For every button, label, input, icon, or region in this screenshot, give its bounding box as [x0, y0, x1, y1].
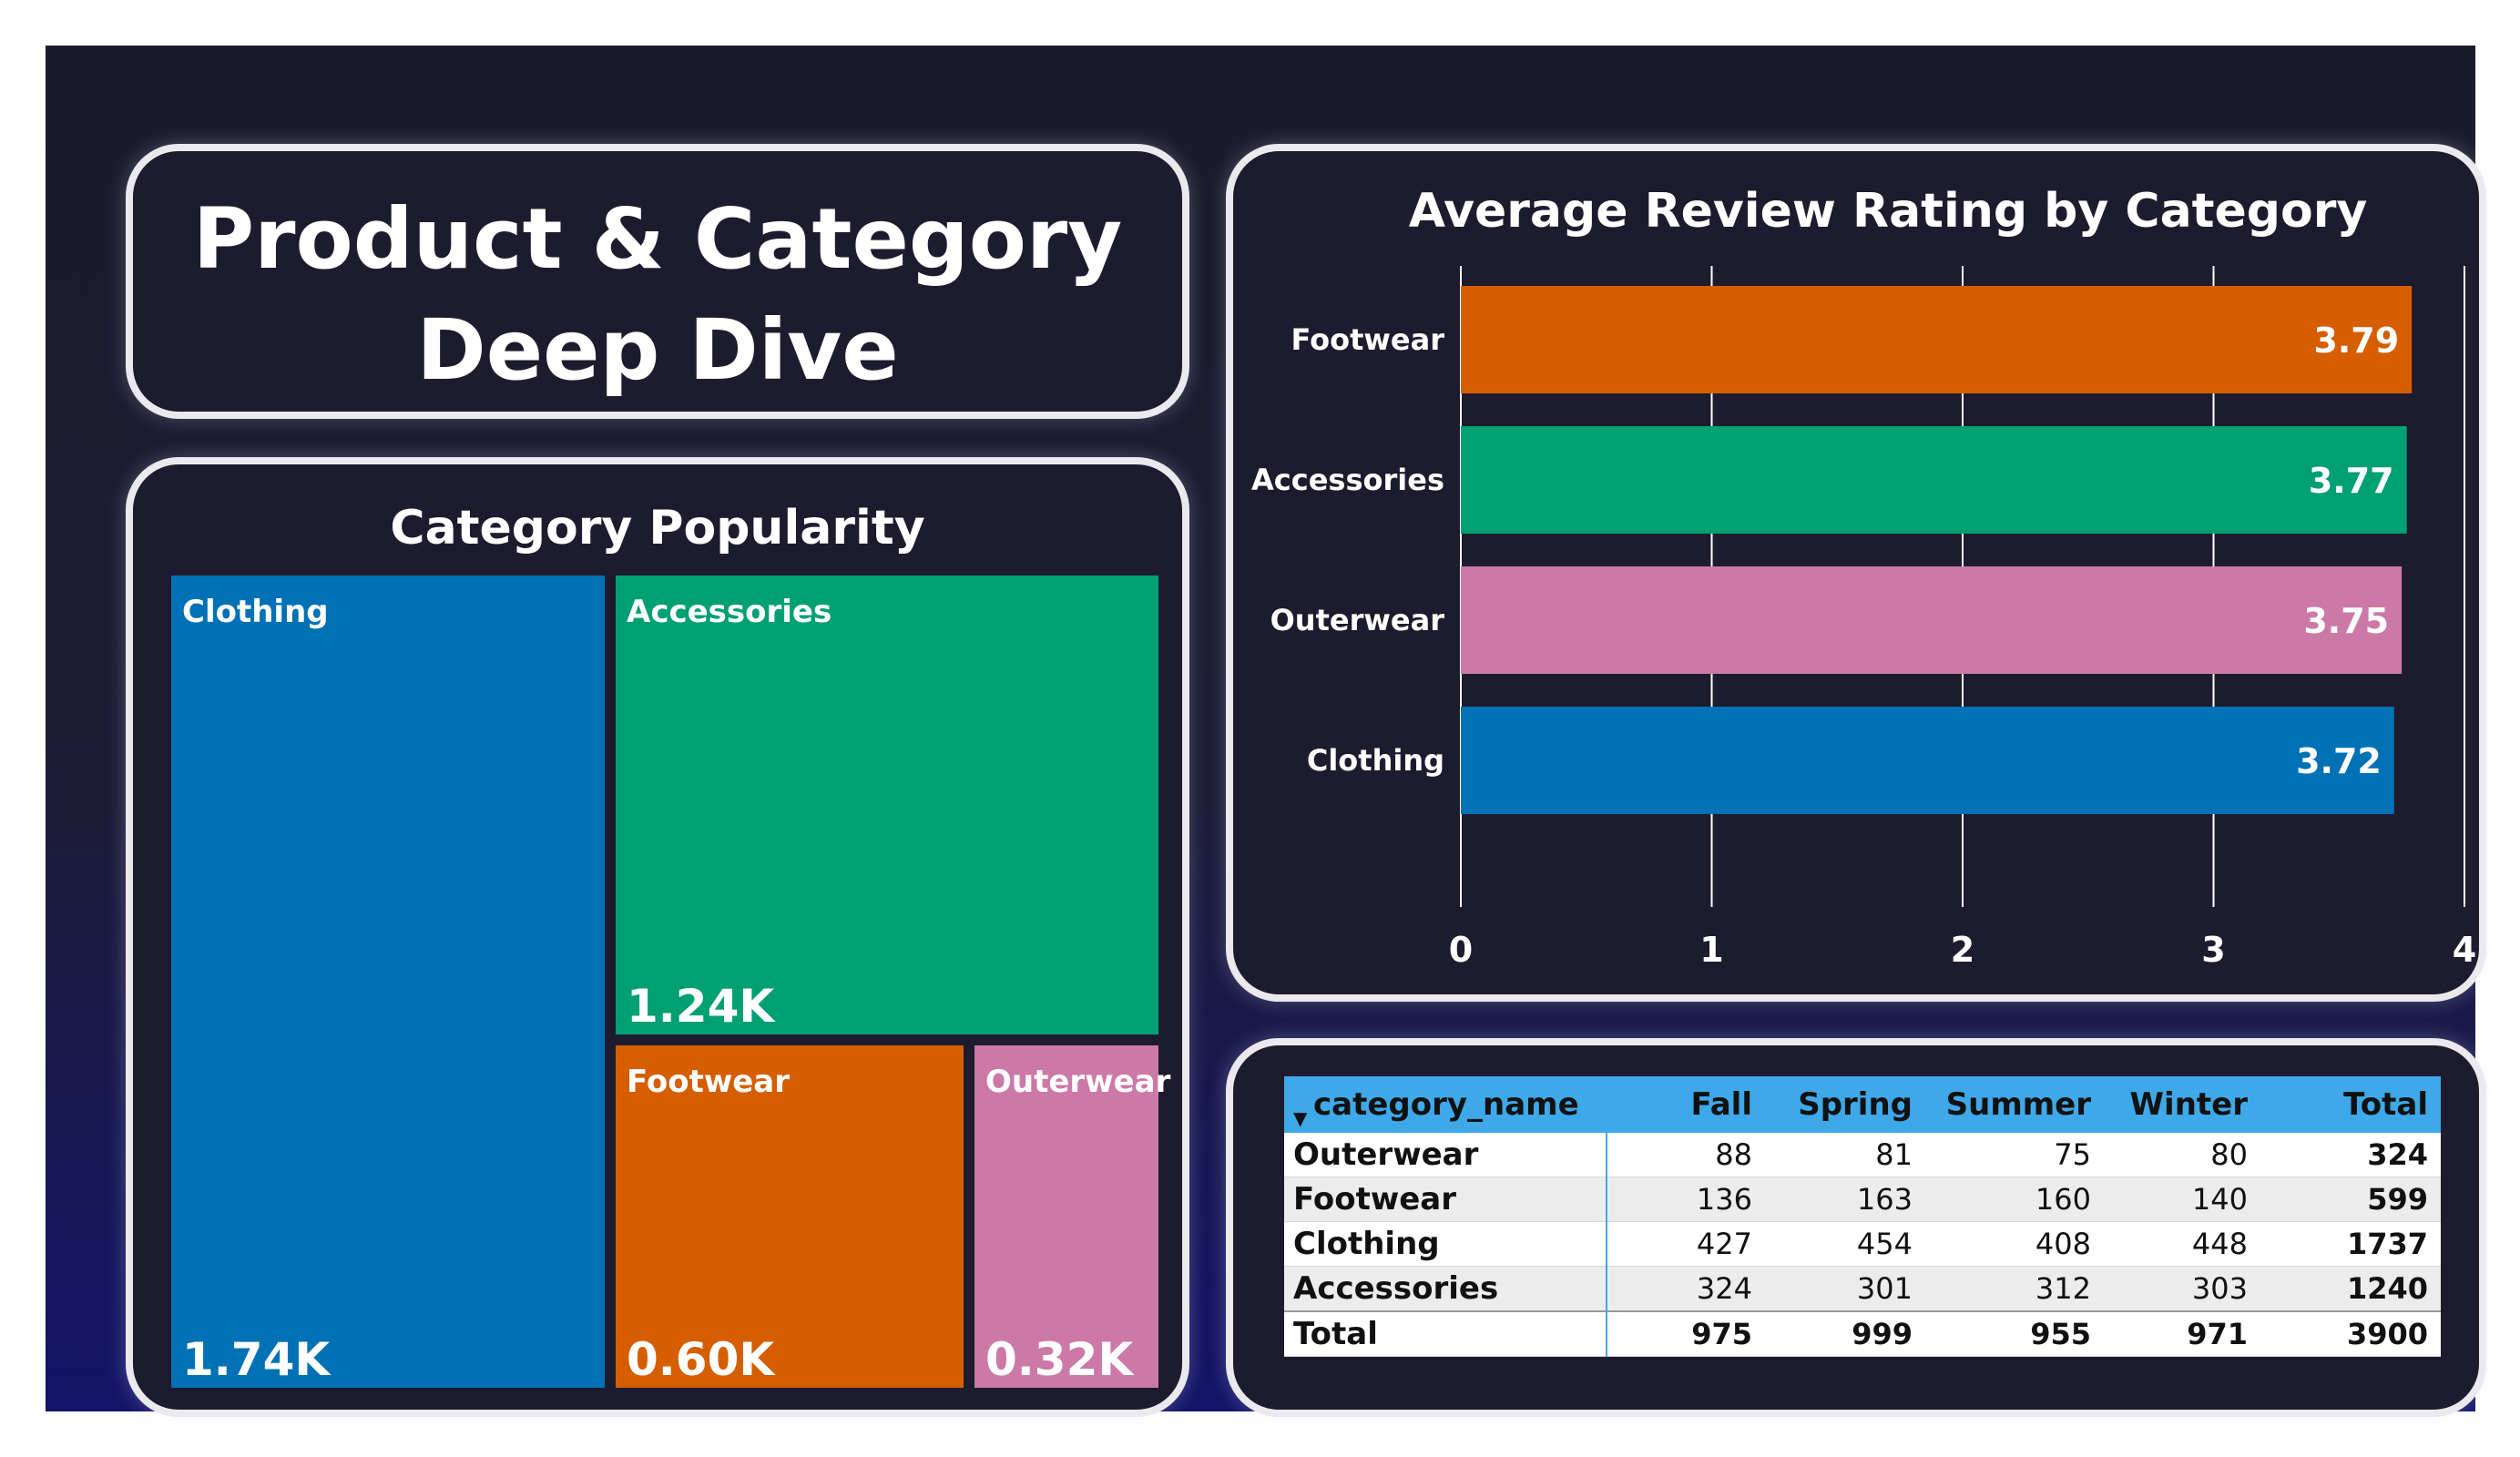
table-row: Accessories 324 301 312 303 1240 — [1284, 1266, 2441, 1312]
title-card: Product & Category Deep Dive — [126, 144, 1189, 419]
row-label: Footwear — [1284, 1177, 1607, 1222]
table-cell: 454 — [1765, 1221, 1925, 1267]
row-label: Accessories — [1284, 1266, 1607, 1312]
treemap-cell-clothing[interactable]: Clothing 1.74K — [171, 576, 605, 1388]
column-header-total[interactable]: Total — [2260, 1076, 2441, 1133]
row-total-cell: 324 — [2260, 1133, 2441, 1177]
row-label: Total — [1284, 1310, 1607, 1357]
treemap-cell-footwear[interactable]: Footwear 0.60K — [616, 1045, 964, 1388]
table-cell: 140 — [2104, 1177, 2260, 1222]
treemap-label-clothing: Clothing — [182, 594, 329, 630]
y-category-label: Clothing — [1307, 743, 1444, 778]
table-cell: 75 — [1925, 1133, 2104, 1177]
treemap-card: Category Popularity Clothing 1.74K Acces… — [126, 457, 1189, 1417]
x-tick-label: 4 — [2453, 930, 2476, 970]
column-header-summer[interactable]: Summer — [1925, 1076, 2104, 1133]
bar-data-label: 3.75 — [2303, 601, 2389, 641]
treemap-cell-accessories[interactable]: Accessories 1.24K — [616, 576, 1158, 1034]
y-category-label: Footwear — [1291, 322, 1445, 357]
bar-clothing[interactable] — [1461, 707, 2394, 814]
treemap-value-outerwear: 0.32K — [985, 1333, 1134, 1386]
table-row: Clothing 427 454 408 448 1737 — [1284, 1221, 2441, 1267]
y-category-label: Outerwear — [1270, 603, 1445, 637]
column-header-spring[interactable]: Spring — [1765, 1076, 1925, 1133]
x-tick-label: 1 — [1699, 930, 1723, 970]
table-cell: 427 — [1607, 1221, 1765, 1267]
table-cell: 971 — [2104, 1310, 2260, 1357]
rating-bar-chart: 0 1 2 3 4 Footwear 3.79 Accessories 3.77 Outerwea… — [1251, 266, 2476, 970]
column-header-category[interactable]: category_name ▼ — [1284, 1076, 1607, 1133]
sort-descending-icon[interactable]: ▼ — [1293, 1107, 1308, 1129]
season-matrix-table: category_name ▼ Fall Spring Summer Winte… — [1284, 1076, 2441, 1357]
bar-outerwear[interactable] — [1461, 566, 2403, 674]
table-cell: 303 — [2104, 1266, 2260, 1312]
bar-footwear[interactable] — [1461, 286, 2413, 393]
row-label: Outerwear — [1284, 1133, 1607, 1177]
bar-data-label: 3.79 — [2313, 321, 2399, 361]
treemap-label-accessories: Accessories — [627, 594, 832, 630]
bar-data-label: 3.72 — [2296, 741, 2382, 781]
table-cell: 160 — [1925, 1177, 2104, 1222]
rating-chart-card: Average Review Rating by Category 0 1 2 3 4 F… — [1226, 144, 2486, 1002]
season-table-card: category_name ▼ Fall Spring Summer Winte… — [1226, 1038, 2486, 1417]
y-category-label: Accessories — [1251, 463, 1444, 497]
table-cell: 88 — [1607, 1133, 1765, 1177]
table-cell: 312 — [1925, 1266, 2104, 1312]
treemap-value-accessories: 1.24K — [627, 980, 775, 1033]
x-tick-label: 2 — [1951, 930, 1974, 970]
column-header-label: category_name — [1313, 1086, 1579, 1123]
grand-total-cell: 3900 — [2260, 1310, 2441, 1357]
table-cell: 408 — [1925, 1221, 2104, 1267]
table-cell: 81 — [1765, 1133, 1925, 1177]
table-header-row: category_name ▼ Fall Spring Summer Winte… — [1284, 1076, 2441, 1133]
table-cell: 999 — [1765, 1310, 1925, 1357]
x-tick-label: 0 — [1449, 930, 1473, 970]
table-cell: 163 — [1765, 1177, 1925, 1222]
column-header-winter[interactable]: Winter — [2104, 1076, 2260, 1133]
x-tick-label: 3 — [2201, 930, 2225, 970]
treemap-label-outerwear: Outerwear — [985, 1064, 1171, 1100]
treemap-title: Category Popularity — [390, 501, 925, 555]
treemap-label-footwear: Footwear — [627, 1064, 790, 1100]
table-total-row: Total 975 999 955 971 3900 — [1284, 1310, 2441, 1357]
table-cell: 324 — [1607, 1266, 1765, 1312]
table-cell: 301 — [1765, 1266, 1925, 1312]
rating-chart-title: Average Review Rating by Category — [1408, 184, 2368, 239]
row-total-cell: 1737 — [2260, 1221, 2441, 1267]
bar-accessories[interactable] — [1461, 426, 2407, 534]
table-cell: 136 — [1607, 1177, 1765, 1222]
treemap-value-clothing: 1.74K — [182, 1333, 331, 1386]
bar-data-label: 3.77 — [2309, 461, 2394, 501]
treemap-cell-outerwear[interactable]: Outerwear 0.32K — [974, 1045, 1170, 1388]
table-row: Footwear 136 163 160 140 599 — [1284, 1177, 2441, 1222]
table-cell: 955 — [1925, 1310, 2104, 1357]
dashboard-canvas: Product & Category Deep Dive Category Po… — [46, 46, 2486, 1417]
row-total-cell: 599 — [2260, 1177, 2441, 1222]
row-total-cell: 1240 — [2260, 1266, 2441, 1312]
column-header-fall[interactable]: Fall — [1607, 1076, 1765, 1133]
page-title: Product & Category Deep Dive — [192, 190, 1123, 399]
table-cell: 975 — [1607, 1310, 1765, 1357]
treemap-value-footwear: 0.60K — [627, 1333, 775, 1386]
row-label: Clothing — [1284, 1221, 1607, 1267]
table-cell: 448 — [2104, 1221, 2260, 1267]
table-row: Outerwear 88 81 75 80 324 — [1284, 1133, 2441, 1177]
table-cell: 80 — [2104, 1133, 2260, 1177]
